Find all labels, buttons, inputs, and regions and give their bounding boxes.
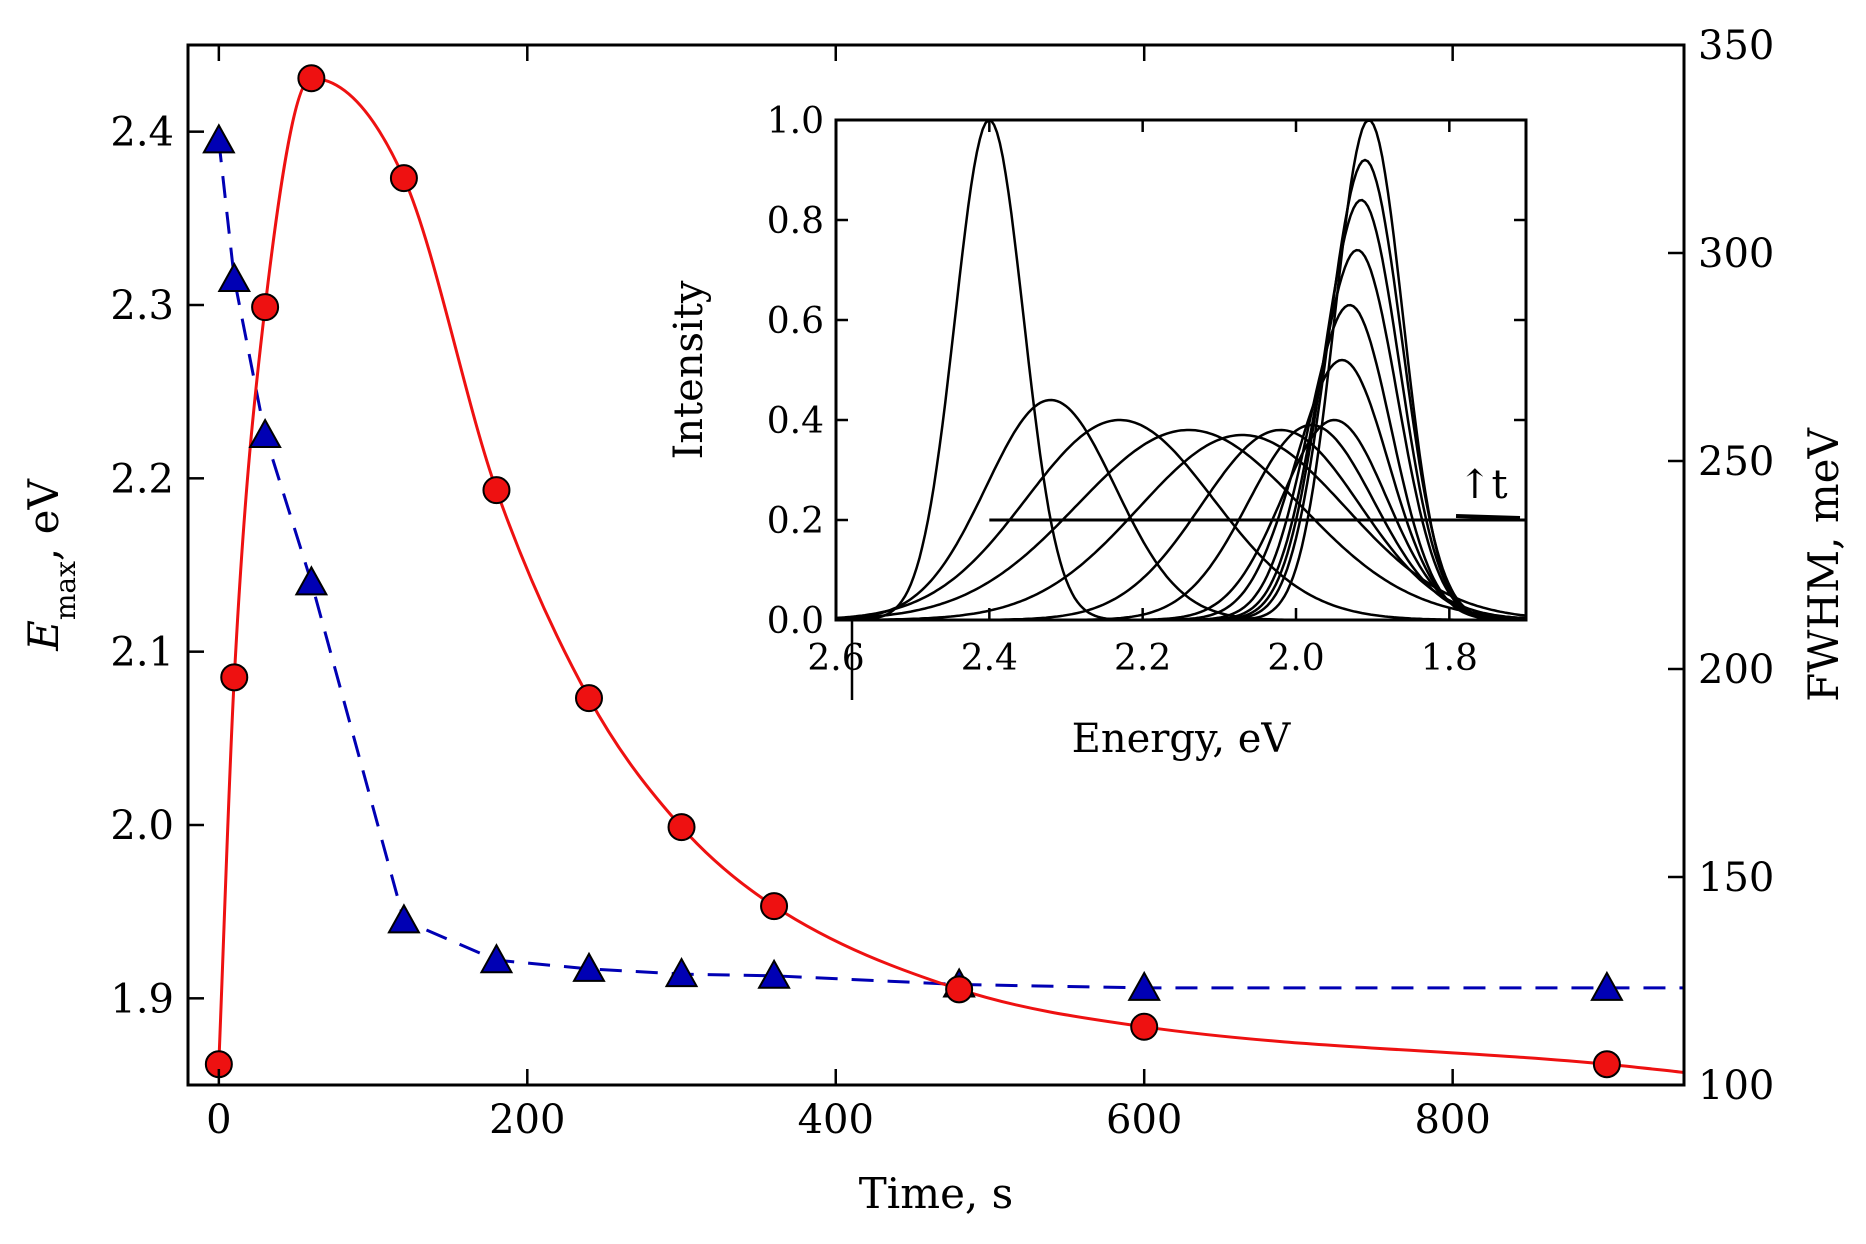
series-markers — [202, 64, 1624, 1079]
emax-triangle-point — [387, 903, 421, 934]
inset-y-axis-label: Intensity — [666, 280, 712, 459]
fwhm-circle-point — [220, 663, 249, 692]
inset-y-tick-label: 0.4 — [767, 401, 824, 442]
y-right-tick-label: 200 — [1698, 647, 1774, 693]
y-left-axis-label: Emax, eV — [19, 479, 82, 652]
fwhm-circle-point — [945, 975, 974, 1004]
inset-spectrum-curve — [836, 248, 1526, 620]
fwhm-circle-point — [251, 293, 280, 322]
y-left-label-subscript: max — [49, 561, 82, 620]
inset-arrow-line — [1455, 514, 1521, 520]
main-series-layer — [202, 64, 1684, 1079]
inset-spectrum-curve — [836, 418, 1526, 620]
inset-spectrum-curve — [836, 120, 1526, 620]
x-axis-label: Time, s — [859, 1169, 1013, 1218]
inset-spectrum-curve — [836, 198, 1526, 620]
inset-spectrum-curve — [836, 158, 1526, 620]
fwhm-circle-point — [389, 164, 418, 193]
y-left-label-units: , eV — [19, 479, 68, 562]
y-left-tick-label: 2.2 — [110, 456, 174, 502]
inset-spectrum-curve — [836, 428, 1526, 620]
emax-triangle-point — [664, 957, 699, 988]
y-right-axis-label: FWHM, meV — [1799, 428, 1848, 702]
y-left-tick-label: 2.3 — [110, 283, 174, 329]
inset-background — [836, 120, 1526, 620]
inset-time-annotation: ↑t — [1458, 462, 1508, 508]
y-left-tick-label: 2.1 — [110, 630, 174, 676]
emax-triangle-point — [1127, 970, 1161, 1001]
fwhm-circle-point — [1592, 1050, 1621, 1079]
fwhm-circle-point — [760, 892, 789, 921]
inset-y-tick-label: 1.0 — [767, 101, 824, 142]
fwhm-circle-point — [482, 476, 511, 505]
emax-triangle-point — [294, 565, 329, 596]
main-plot-frame — [186, 43, 1686, 1087]
x-tick-label: 600 — [1106, 1097, 1182, 1143]
y-right-tick-label: 150 — [1698, 855, 1774, 901]
y-left-tick-label: 2.4 — [110, 110, 174, 156]
inset-series-layer — [836, 120, 1526, 620]
emax-triangle-point — [572, 951, 606, 982]
emax-triangle-point — [479, 943, 514, 974]
inset-y-tick-label: 0.8 — [767, 201, 824, 242]
inset-x-tick-label: 1.8 — [1421, 638, 1478, 679]
inset-y-tick-label: 0.6 — [767, 301, 824, 342]
y-right-tick-label: 250 — [1698, 439, 1774, 485]
y-right-tick-label: 350 — [1698, 23, 1774, 69]
fwhm-circle-point — [574, 684, 603, 713]
emax-triangle-point — [217, 261, 251, 292]
y-right-tick-label: 100 — [1698, 1063, 1774, 1109]
inset-x-tick-label: 2.2 — [1114, 638, 1171, 679]
emax-triangle-point — [248, 417, 282, 448]
x-tick-label: 0 — [206, 1097, 231, 1143]
inset-y-tick-label: 0.0 — [767, 601, 824, 642]
inset-plot-frame — [834, 118, 1528, 622]
emax-triangle-point — [1590, 970, 1624, 1001]
inset-x-tick-label: 2.6 — [807, 638, 864, 679]
inset-y-tick-label: 0.2 — [767, 501, 824, 542]
inset-spectrum-curve — [836, 398, 1526, 620]
x-tick-label: 200 — [489, 1097, 565, 1143]
x-tick-label: 800 — [1414, 1097, 1490, 1143]
main-ticks: 0 200 400 600 800 1.9 2.0 2.1 2.2 2.3 2.4 100 150 200… — [110, 23, 1774, 1143]
inset-spectra — [836, 120, 1526, 620]
inset-spectrum-curve — [836, 120, 1526, 620]
emax-triangle-point — [202, 123, 236, 154]
inset-x-axis-label: Energy, eV — [1072, 716, 1292, 762]
y-right-tick-label: 300 — [1698, 231, 1774, 277]
inset-x-tick-label: 2.0 — [1267, 638, 1324, 679]
inset-chart: 2.6 2.4 2.2 2.0 1.8 0.0 0.2 0.4 0.6 0.8 1.0 Energy… — [666, 101, 1528, 762]
emax-triangle-point — [757, 958, 791, 989]
x-tick-label: 400 — [798, 1097, 874, 1143]
inset-x-tick-label: 2.4 — [961, 638, 1018, 679]
fwhm-circle-point — [1130, 1012, 1159, 1041]
inset-spectrum-curve — [836, 428, 1526, 620]
y-left-label-symbol: E — [19, 620, 68, 652]
y-left-tick-label: 2.0 — [110, 803, 174, 849]
main-chart: 0 200 400 600 800 1.9 2.0 2.1 2.2 2.3 2.4 100 150 200… — [19, 23, 1848, 1218]
fwhm-circle-point — [297, 64, 326, 93]
inset-spectrum-curve — [836, 423, 1526, 620]
y-left-tick-label: 1.9 — [110, 976, 174, 1022]
fwhm-circle-point — [667, 813, 696, 842]
inset-ticks: 2.6 2.4 2.2 2.0 1.8 0.0 0.2 0.4 0.6 0.8 1.0 — [767, 101, 1526, 700]
